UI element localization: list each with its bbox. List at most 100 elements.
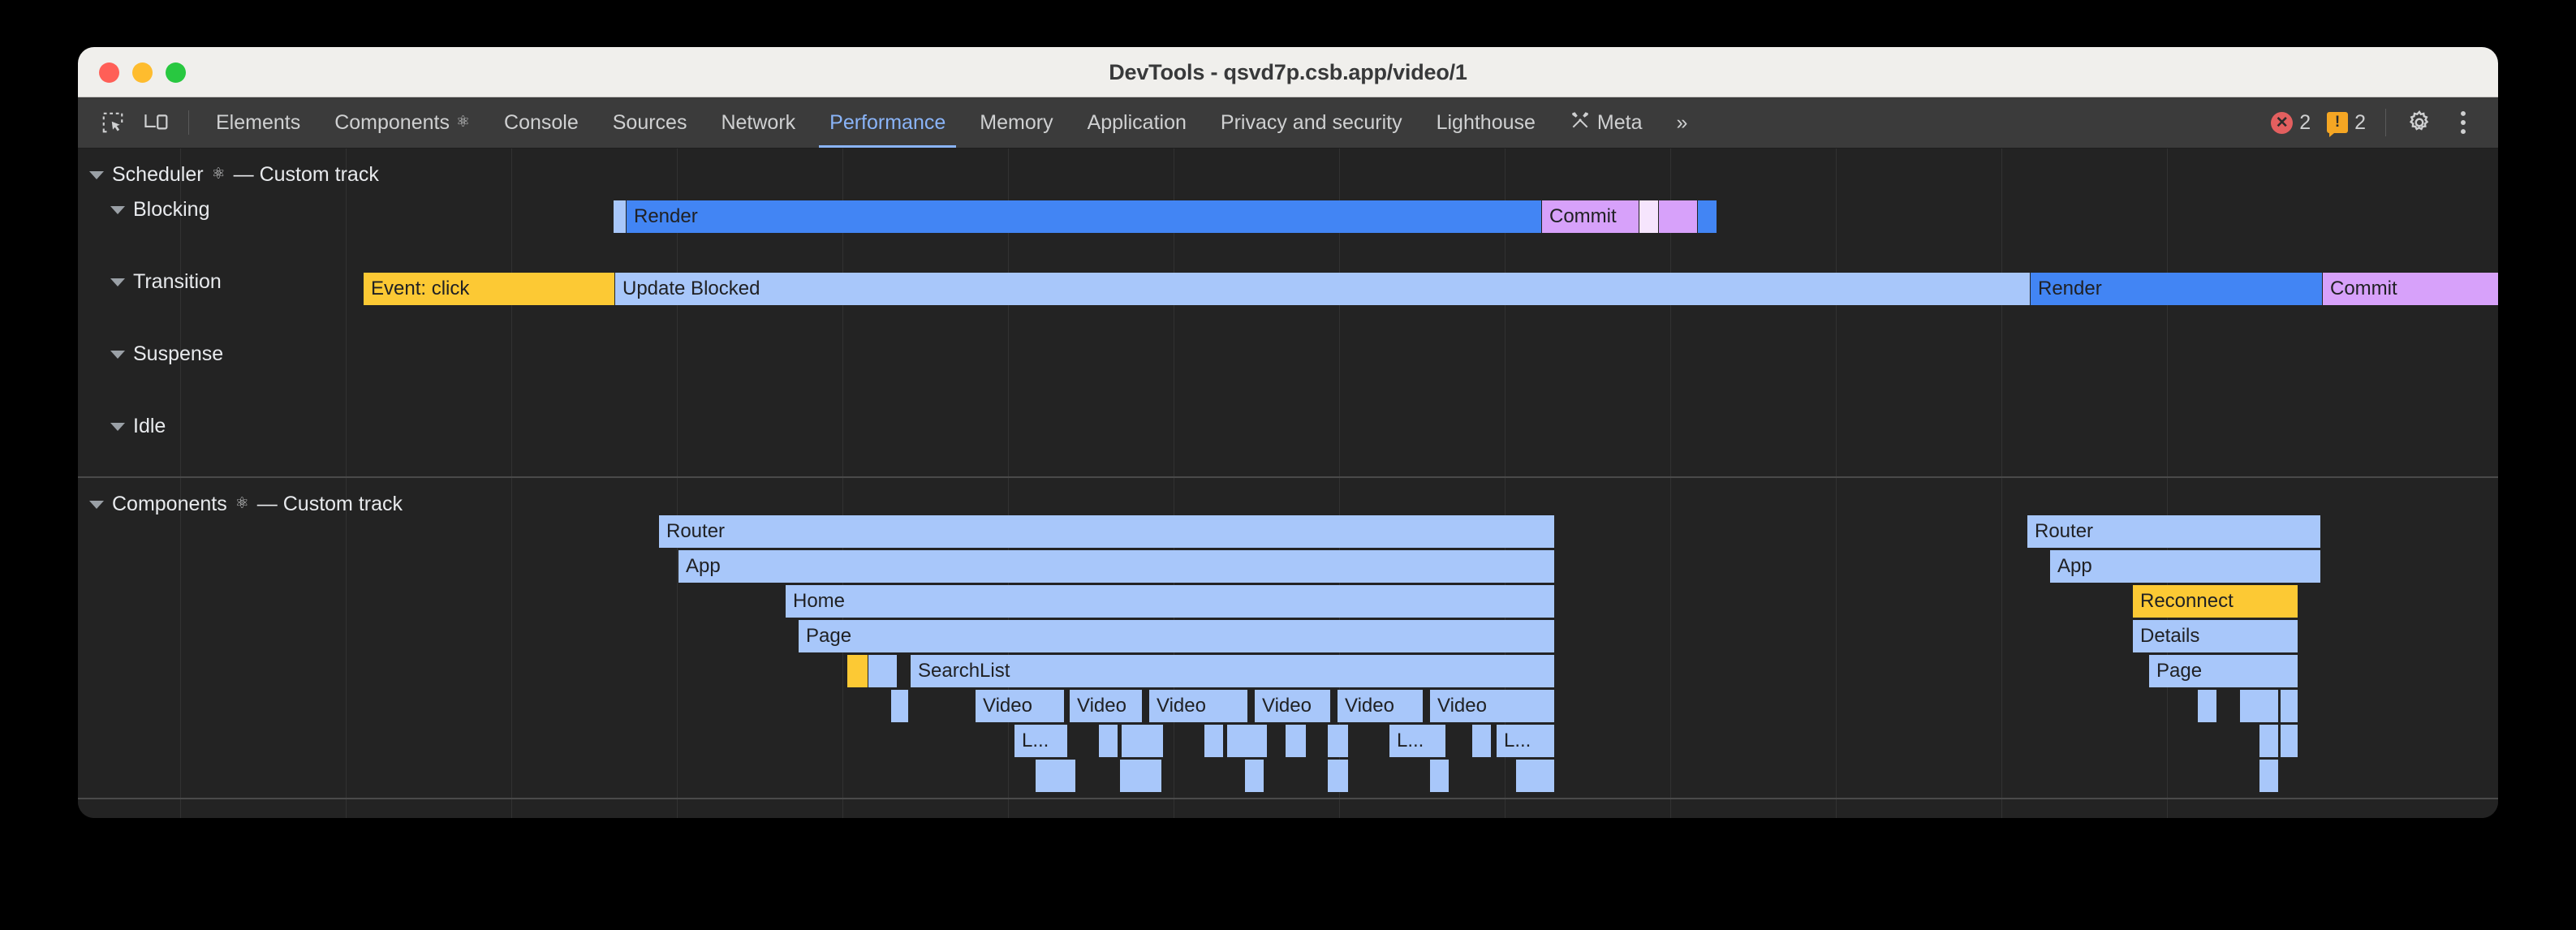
flame-bar-component[interactable] <box>2240 690 2279 722</box>
track-header-components[interactable]: Components ⚛ — Custom track <box>89 493 403 516</box>
track-row-blocking[interactable]: Blocking <box>110 198 210 222</box>
chevron-down-icon[interactable] <box>110 422 125 431</box>
flame-bar-transition[interactable]: Commit <box>2323 273 2498 305</box>
flame-bar-component[interactable] <box>1036 760 1076 792</box>
track-header-scheduler[interactable]: Scheduler ⚛ — Custom track <box>89 163 379 187</box>
kebab-menu-icon[interactable] <box>2441 110 2485 136</box>
flame-bar-component[interactable]: Details <box>2133 620 2298 652</box>
tab-label: Components <box>334 110 450 134</box>
timeline-gridline <box>346 149 347 818</box>
flame-bar-component[interactable]: Page <box>799 620 1555 652</box>
tab-elements[interactable]: Elements <box>199 97 317 148</box>
flame-bar-transition[interactable]: Update Blocked <box>615 273 2031 305</box>
flame-bar-component[interactable] <box>1204 725 1224 757</box>
flame-bar-transition[interactable]: Event: click <box>364 273 615 305</box>
chevron-down-icon[interactable] <box>110 350 125 359</box>
tab-console[interactable]: Console <box>487 97 596 148</box>
flame-bar-component[interactable] <box>1328 725 1349 757</box>
flame-bar-component[interactable]: Router <box>2027 515 2321 548</box>
flame-bar-blocking[interactable]: Commit <box>1542 200 1639 233</box>
tab-application[interactable]: Application <box>1070 97 1204 148</box>
flame-bar-component[interactable] <box>2259 760 2279 792</box>
flame-bar-component[interactable] <box>2281 690 2298 722</box>
tab-memory[interactable]: Memory <box>963 97 1070 148</box>
tab-label: Performance <box>829 110 946 134</box>
flame-bar-component[interactable] <box>1430 760 1450 792</box>
flame-bar-component[interactable] <box>847 655 868 687</box>
flame-bar-component[interactable] <box>891 690 909 722</box>
flame-bar-component[interactable] <box>1099 725 1118 757</box>
flame-bar-component[interactable]: L... <box>1389 725 1446 757</box>
window-title: DevTools - qsvd7p.csb.app/video/1 <box>1109 59 1467 84</box>
flame-bar-component[interactable]: Video <box>1149 690 1248 722</box>
flame-bar-component[interactable] <box>1120 760 1162 792</box>
tabs-overflow-button[interactable]: » <box>1660 97 1705 148</box>
performance-flame-panel[interactable]: Scheduler ⚛ — Custom track Blocking Tran… <box>78 149 2498 818</box>
flame-bar-component[interactable]: Video <box>976 690 1065 722</box>
flame-bar-component[interactable] <box>2259 725 2279 757</box>
flame-bar-component[interactable] <box>1472 725 1492 757</box>
flame-bar-component[interactable] <box>1122 725 1164 757</box>
track-row-suspense[interactable]: Suspense <box>110 342 223 366</box>
flame-bar-component[interactable] <box>1516 760 1555 792</box>
flame-bar-blocking[interactable]: Render <box>627 200 1542 233</box>
tab-sources[interactable]: Sources <box>596 97 704 148</box>
tab-privacy-and-security[interactable]: Privacy and security <box>1204 97 1419 148</box>
timeline-gridline <box>2167 149 2168 818</box>
warning-icon: ! <box>2327 112 2349 137</box>
flame-bar-component[interactable]: App <box>678 550 1555 583</box>
toolbar-divider <box>2385 109 2386 136</box>
flame-bar-component[interactable] <box>2281 725 2298 757</box>
flame-bar-component[interactable] <box>1245 760 1264 792</box>
inspect-element-icon[interactable] <box>91 97 135 148</box>
flame-bar-transition[interactable]: Render <box>2031 273 2323 305</box>
minimize-window-button[interactable] <box>132 62 153 83</box>
chevron-double-right-icon: » <box>1676 110 1688 134</box>
flame-bar-blocking[interactable] <box>1639 200 1659 233</box>
flame-bar-component[interactable]: Video <box>1430 690 1555 722</box>
flame-bar-component[interactable]: Reconnect <box>2133 585 2298 618</box>
flame-bar-component[interactable]: L... <box>1497 725 1555 757</box>
tab-label: Meta <box>1596 110 1643 134</box>
flame-bar-component[interactable] <box>1328 760 1349 792</box>
chevron-down-icon[interactable] <box>89 170 104 179</box>
tab-performance[interactable]: Performance <box>812 97 963 148</box>
warning-count-badge[interactable]: ! 2 <box>2319 111 2374 137</box>
flame-bar-component[interactable]: Video <box>1338 690 1424 722</box>
flame-bar-component[interactable] <box>868 655 898 687</box>
flame-bar-component[interactable] <box>1286 725 1307 757</box>
chevron-down-icon[interactable] <box>110 278 125 286</box>
error-count-badge[interactable]: ✕ 2 <box>2263 111 2319 135</box>
flame-bar-component[interactable]: Video <box>1070 690 1143 722</box>
flame-bar-component[interactable]: L... <box>1014 725 1068 757</box>
flame-bar-component[interactable]: App <box>2050 550 2321 583</box>
tab-components[interactable]: Components ⚛ <box>317 97 487 148</box>
flame-bar-component[interactable] <box>2198 690 2217 722</box>
timeline-gridlines <box>78 149 2498 818</box>
device-toolbar-icon[interactable] <box>135 97 179 148</box>
flame-bar-component[interactable]: SearchList <box>911 655 1555 687</box>
timeline-gridline <box>511 149 512 818</box>
track-row-transition[interactable]: Transition <box>110 270 222 294</box>
tab-network[interactable]: Network <box>704 97 812 148</box>
chevron-down-icon[interactable] <box>89 500 104 509</box>
zoom-window-button[interactable] <box>166 62 186 83</box>
close-window-button[interactable] <box>99 62 119 83</box>
track-row-idle[interactable]: Idle <box>110 415 166 438</box>
timeline-gridline <box>677 149 678 818</box>
flame-bar-component[interactable]: Page <box>2149 655 2298 687</box>
flame-bar-component[interactable]: Home <box>786 585 1555 618</box>
flame-bar-component[interactable] <box>1227 725 1268 757</box>
flame-bar-blocking[interactable] <box>1659 200 1698 233</box>
timeline-gridline <box>1836 149 1837 818</box>
row-label: Transition <box>133 270 222 293</box>
tab-meta[interactable]: Meta <box>1553 97 1660 148</box>
toolbar-divider <box>188 110 189 135</box>
gear-icon[interactable] <box>2397 110 2441 136</box>
tab-lighthouse[interactable]: Lighthouse <box>1419 97 1553 148</box>
flame-bar-component[interactable]: Router <box>659 515 1555 548</box>
flame-bar-component[interactable]: Video <box>1255 690 1331 722</box>
flame-bar-blocking[interactable] <box>1698 200 1717 233</box>
chevron-down-icon[interactable] <box>110 205 125 214</box>
flame-bar-blocking[interactable] <box>614 200 627 233</box>
